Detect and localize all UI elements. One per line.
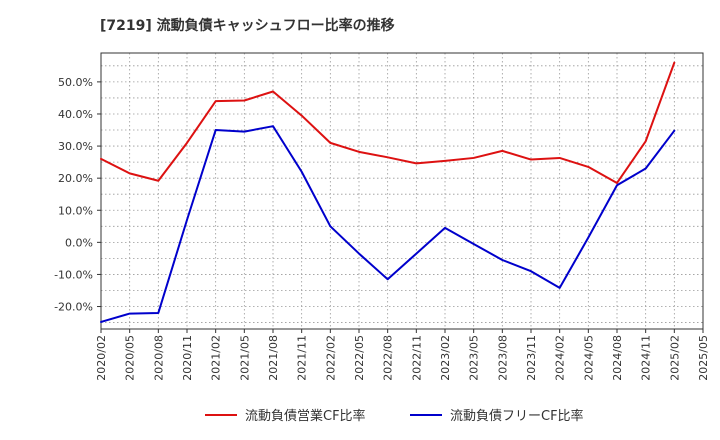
x-tick-label: 2024/05 [582,335,595,381]
x-tick-label: 2025/02 [668,335,681,381]
plot-frame [100,52,704,330]
legend-label-2: 流動負債フリーCF比率 [450,408,584,424]
x-tick-label: 2023/08 [496,335,509,381]
legend-label-1: 流動負債営業CF比率 [245,408,366,424]
x-tick-label: 2023/02 [439,335,452,381]
x-tick-label: 2022/08 [382,335,395,381]
x-tick-label: 2020/02 [95,335,108,381]
plot-area [101,53,703,329]
chart-title: [7219] 流動負債キャッシュフロー比率の推移 [100,17,395,34]
x-tick-label: 2021/08 [267,335,280,381]
x-tick-label: 2023/11 [525,335,538,381]
x-tick-label: 2023/05 [468,335,481,381]
x-tick-label: 2025/05 [697,335,710,381]
y-tick-label: 0.0% [65,236,93,249]
x-tick-label: 2021/11 [296,335,309,381]
x-tick-label: 2024/08 [611,335,624,381]
series-group [100,61,676,323]
x-tick-label: 2022/02 [324,335,337,381]
x-tick-label: 2022/05 [353,335,366,381]
axes: -20.0% -10.0% 0.0% 10.0% 20.0% 30.0% 40.0% 50.0… [54,52,710,381]
y-tick-label: 20.0% [58,172,93,185]
x-tick-label: 2021/05 [238,335,251,381]
y-tick-label: -10.0% [54,268,93,281]
x-tick-label: 2020/08 [152,335,165,381]
y-tick-label: 30.0% [58,140,93,153]
y-tick-label: -20.0% [54,301,93,314]
x-tick-label: 2022/11 [410,335,423,381]
x-tick-label: 2020/05 [124,335,137,381]
y-tick-label: 50.0% [58,76,93,89]
x-tick-label: 2024/11 [640,335,653,381]
legend: 流動負債営業CF比率 流動負債フリーCF比率 [205,408,584,424]
x-tick-label: 2024/02 [554,335,567,381]
series-line-2 [100,125,676,323]
y-tick-label: 10.0% [58,204,93,217]
y-tick-label: 40.0% [58,108,93,121]
x-tick-label: 2020/11 [181,335,194,381]
x-tick-label: 2021/02 [210,335,223,381]
series-line-1 [100,61,676,184]
grid [100,53,704,329]
